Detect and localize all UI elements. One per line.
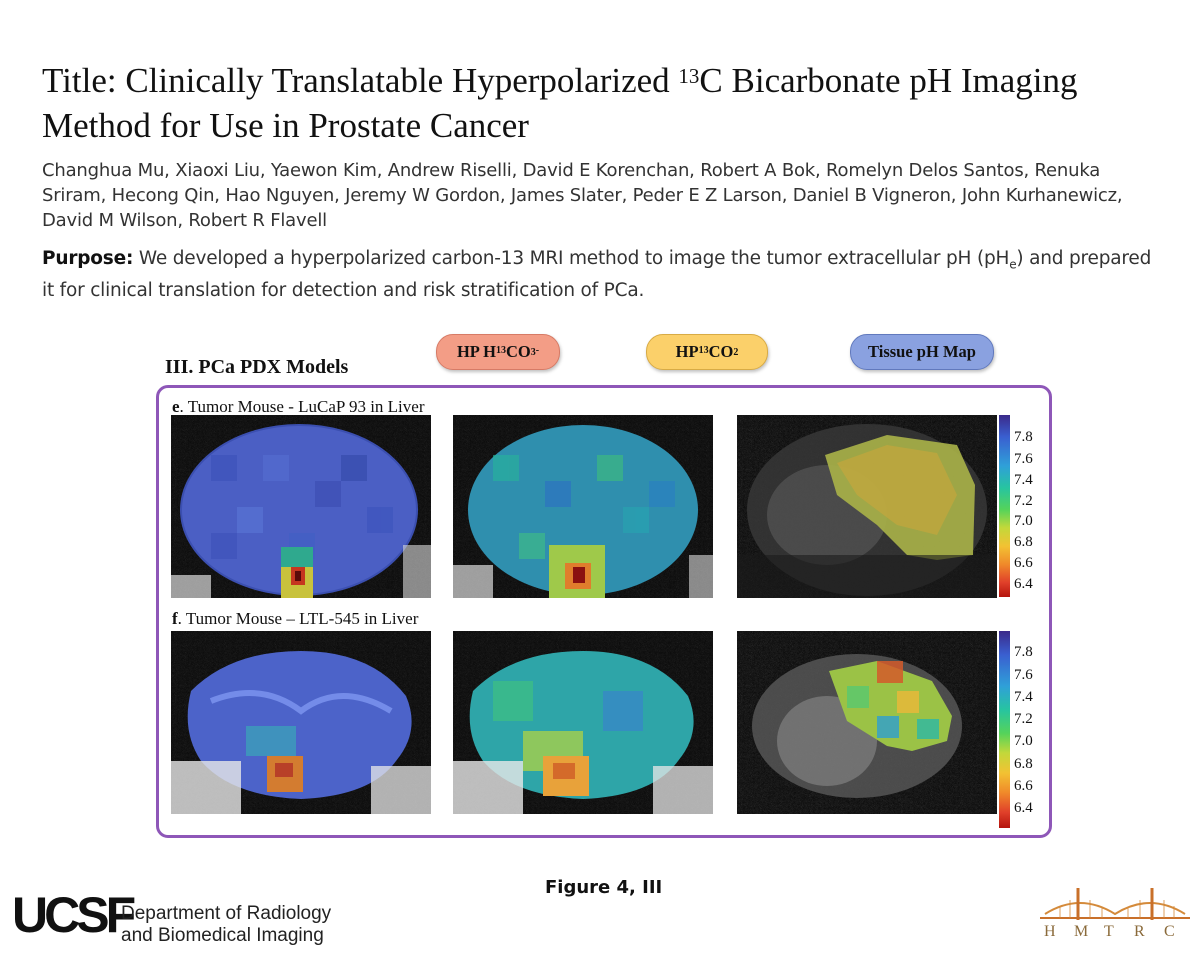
figure-caption: Figure 4, III: [545, 877, 663, 898]
ucsf-logo: UCSF: [12, 887, 136, 943]
department-name: Department of Radiology and Biomedical I…: [121, 903, 332, 946]
ph-colorbar-e: [999, 415, 1010, 597]
hmtrc-letter: M: [1074, 923, 1088, 940]
purpose-label: Purpose:: [42, 248, 134, 269]
ph-map-image: [737, 415, 997, 598]
mri-panel-e-bicarbonate: [171, 415, 431, 598]
mri-image: [171, 631, 431, 814]
mri-image: [453, 415, 713, 598]
tick-label: 6.4: [1014, 576, 1033, 592]
hmtrc-letter: R: [1134, 923, 1145, 940]
mri-panel-f-co2: [453, 631, 713, 814]
hmtrc-logo: H M T R C: [1040, 888, 1190, 940]
hmtrc-letter: H: [1044, 923, 1056, 940]
ph-colorbar-f: [999, 631, 1010, 828]
row-label-e: e. Tumor Mouse - LuCaP 93 in Liver: [172, 397, 425, 416]
tick-label: 7.4: [1014, 689, 1033, 705]
mri-panel-e-co2: [453, 415, 713, 598]
tick-label: 6.6: [1014, 555, 1033, 571]
tick-label: 6.6: [1014, 778, 1033, 794]
colorbar-ticks-e: 7.8 7.6 7.4 7.2 7.0 6.8 6.6 6.4: [1014, 415, 1054, 597]
tick-label: 7.2: [1014, 711, 1033, 727]
tick-label: 6.8: [1014, 534, 1033, 550]
figure-frame: [156, 385, 1052, 838]
tick-label: 7.0: [1014, 513, 1033, 529]
section-heading: III. PCa PDX Models: [165, 356, 349, 378]
tick-label: 6.4: [1014, 800, 1033, 816]
column-label-bicarbonate: HP H 13 CO 3-: [436, 334, 560, 370]
purpose-statement: Purpose: We developed a hyperpolarized c…: [42, 248, 1152, 301]
row-label-f: f. Tumor Mouse – LTL-545 in Liver: [172, 609, 419, 628]
ph-map-image: [737, 631, 997, 814]
column-label-co2: HP 13 CO 2: [646, 334, 768, 370]
mri-panel-f-bicarbonate: [171, 631, 431, 814]
hmtrc-letter: C: [1164, 923, 1175, 940]
tick-label: 7.6: [1014, 451, 1033, 467]
ph-map-panel-e: [737, 415, 997, 598]
paper-title: Title: Clinically Translatable Hyperpola…: [42, 61, 1078, 145]
mri-image: [453, 631, 713, 814]
tick-label: 6.8: [1014, 756, 1033, 772]
tick-label: 7.8: [1014, 644, 1033, 660]
ph-map-panel-f: [737, 631, 997, 814]
tick-label: 7.2: [1014, 493, 1033, 509]
author-list: Changhua Mu, Xiaoxi Liu, Yaewon Kim, And…: [42, 160, 1123, 231]
hmtrc-letter: T: [1104, 923, 1114, 940]
tick-label: 7.0: [1014, 733, 1033, 749]
tick-label: 7.4: [1014, 472, 1033, 488]
colorbar-ticks-f: 7.8 7.6 7.4 7.2 7.0 6.8 6.6 6.4: [1014, 631, 1054, 828]
tick-label: 7.6: [1014, 667, 1033, 683]
tick-label: 7.8: [1014, 429, 1033, 445]
column-label-ph-map: Tissue pH Map: [850, 334, 994, 370]
mri-image: [171, 415, 431, 598]
